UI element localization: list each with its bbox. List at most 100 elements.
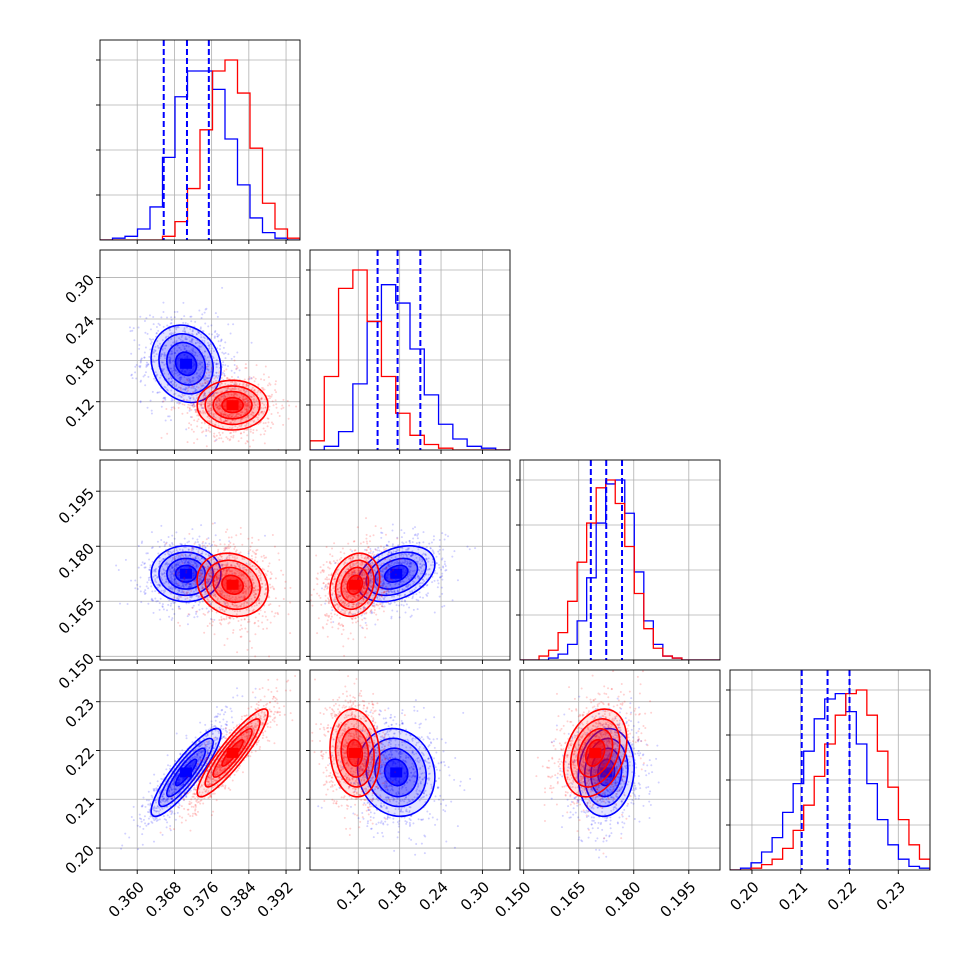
scatter-point [175,328,178,331]
scatter-point [181,580,184,583]
scatter-point [413,534,416,537]
scatter-point [247,588,250,591]
scatter-point [210,394,213,397]
scatter-point [247,414,250,417]
scatter-point [160,405,163,408]
scatter-point [377,546,380,549]
scatter-point [261,621,264,624]
scatter-point [257,418,260,421]
scatter-point [199,578,202,581]
scatter-point [241,591,244,594]
scatter-point [370,610,373,613]
scatter-point [319,571,322,574]
scatter-point [369,562,372,565]
scatter-point [207,325,210,328]
scatter-point [189,599,192,602]
scatter-point [208,391,211,394]
scatter-point [169,359,172,362]
scatter-point [238,563,241,566]
scatter-point [203,399,206,402]
scatter-point [223,596,226,599]
scatter-point [163,355,166,358]
scatter-point [207,368,210,371]
scatter-point [246,410,249,413]
scatter-point [192,546,195,549]
scatter-point [260,411,263,414]
scatter-point [223,413,226,416]
scatter-point [248,395,251,398]
scatter-point [150,409,153,412]
scatter-point [181,589,184,592]
scatter-point [225,546,228,549]
scatter-point [210,558,213,561]
scatter-point [174,582,177,585]
scatter-point [199,573,202,576]
scatter-point [220,563,223,566]
scatter-point [194,561,197,564]
scatter-point [173,316,176,319]
scatter-point [373,608,376,611]
scatter-point [200,403,203,406]
scatter-point [185,338,188,341]
scatter-point [199,363,202,366]
scatter-point [145,552,148,555]
scatter-point [222,420,225,423]
scatter-point [233,383,236,386]
scatter-point [209,578,212,581]
scatter-point [179,386,182,389]
scatter-point [231,599,234,602]
scatter-point [220,588,223,591]
scatter-point [225,436,228,439]
scatter-point [167,603,170,606]
scatter-point [388,582,391,585]
scatter-point [224,565,227,568]
scatter-point [257,403,260,406]
scatter-point [235,415,238,418]
scatter-point [204,542,207,545]
scatter-point [163,582,166,585]
scatter-point [200,345,203,348]
scatter-point [207,361,210,364]
scatter-point [177,582,180,585]
scatter-point [166,389,169,392]
scatter-point [192,347,195,350]
scatter-point [181,403,184,406]
scatter-point [190,408,193,411]
panel-1-0 [128,286,298,450]
scatter-point [245,408,248,411]
scatter-point [219,411,222,414]
scatter-point [203,557,206,560]
scatter-point [245,402,248,405]
scatter-point [174,587,177,590]
scatter-point [190,339,193,342]
scatter-point [456,579,459,582]
scatter-point [215,379,218,382]
scatter-point [227,616,230,619]
scatter-point [257,413,260,416]
scatter-point [207,565,210,568]
scatter-point [243,587,246,590]
scatter-point [207,598,210,601]
scatter-point [414,586,417,589]
scatter-point [232,434,235,437]
scatter-point [201,576,204,579]
scatter-point [175,549,178,552]
scatter-point [181,561,184,564]
scatter-point [201,406,204,409]
scatter-point [164,419,167,422]
scatter-point [216,568,219,571]
scatter-point [213,618,216,621]
scatter-point [241,383,244,386]
scatter-point [251,414,254,417]
scatter-point [206,582,209,585]
scatter-point [337,627,340,630]
scatter-point [169,604,172,607]
scatter-point [365,533,368,536]
density-core [180,568,193,579]
scatter-point [151,590,154,593]
scatter-point [248,403,251,406]
scatter-point [202,330,205,333]
scatter-point [244,412,247,415]
scatter-point [250,413,253,416]
scatter-point [245,367,248,370]
